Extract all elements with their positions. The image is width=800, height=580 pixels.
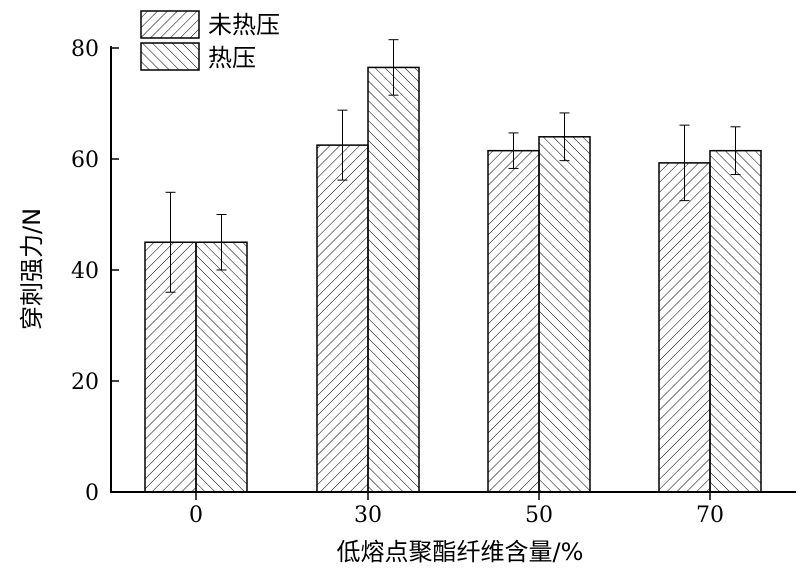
- y-tick-label-20: 20: [71, 370, 99, 395]
- plot-area: 0 20 40 60 80 0 30 50 70: [71, 37, 796, 528]
- legend-swatch-series-2: [140, 42, 200, 71]
- errorbars-layer: [165, 39, 741, 293]
- legend-swatch-series-1: [140, 10, 200, 39]
- y-axis-title: 穿刺强力/N: [18, 208, 46, 330]
- legend-label-series-2: 热压: [208, 44, 256, 72]
- ticks-layer: 0 20 40 60 80 0 30 50 70: [71, 37, 724, 528]
- bar-series-2-70: [709, 149, 762, 493]
- bar-series-1-50: [487, 149, 540, 493]
- y-tick-label-40: 40: [71, 259, 99, 284]
- x-tick-label-30: 30: [354, 503, 382, 528]
- bar-series-2-50: [538, 136, 591, 493]
- x-axis-title: 低熔点聚酯纤维含量/%: [337, 538, 584, 566]
- x-tick-label-0: 0: [189, 503, 203, 528]
- bar-series-2-0: [195, 241, 248, 493]
- x-tick-label-50: 50: [525, 503, 553, 528]
- bar-series-1-30: [316, 144, 369, 493]
- bar-series-1-70: [658, 162, 711, 493]
- y-tick-label-80: 80: [71, 37, 99, 62]
- bars-layer: [144, 66, 762, 493]
- y-tick-label-0: 0: [85, 481, 99, 506]
- y-tick-label-60: 60: [71, 148, 99, 173]
- legend: 未热压 热压: [140, 10, 280, 72]
- x-tick-label-70: 70: [696, 503, 724, 528]
- legend-label-series-1: 未热压: [208, 11, 280, 39]
- bar-series-2-30: [367, 66, 420, 493]
